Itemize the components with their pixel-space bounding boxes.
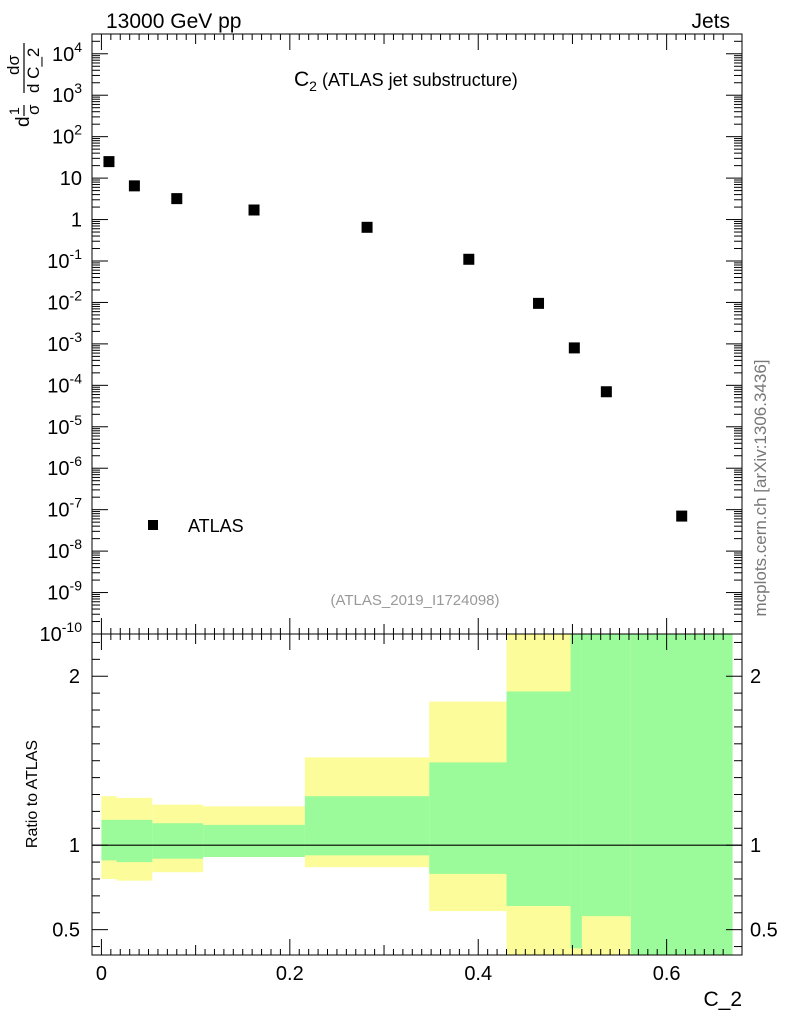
data-point-1 <box>128 180 140 192</box>
plot-title: C2 (ATLAS jet substructure) <box>294 68 518 94</box>
ylabel-sigma-den: σ <box>24 104 43 115</box>
header-right-label: Jets <box>691 10 730 33</box>
main-panel-frame <box>91 33 743 635</box>
inner-band-bin-3 <box>203 824 305 858</box>
ylabel-dsigma: dσ <box>4 55 23 75</box>
data-point-2 <box>171 193 183 205</box>
x-tick-label: 0.6 <box>653 963 681 985</box>
inner-uncertainty-bands <box>101 634 733 955</box>
legend-marker <box>148 520 158 530</box>
legend-label: ATLAS <box>188 516 244 536</box>
ratio-ytick-label-left: 2 <box>69 666 80 688</box>
ratio-y-axis-label: Ratio to ATLAS <box>24 740 41 848</box>
ratio-axis-ticks: 0.5 0.5 1 1 2 2 0 0.2 0.4 0.6 <box>52 34 778 985</box>
inner-band-bin-4 <box>304 796 430 856</box>
title-main: C <box>294 68 309 91</box>
main-ytick-label: 10-10 <box>40 619 83 646</box>
main-ytick-label: 10-3 <box>47 329 82 356</box>
x-tick-label: 0.4 <box>464 963 492 985</box>
ylabel-d-num: d <box>13 116 34 127</box>
inner-band-bin-0 <box>101 819 117 861</box>
title-subscript: 2 <box>309 78 317 94</box>
inner-band-bin-9 <box>630 634 733 955</box>
inner-band-bin-8 <box>581 634 631 917</box>
main-ytick-label: 10 <box>60 168 82 190</box>
main-ytick-label: 1 <box>71 210 82 232</box>
data-point-4 <box>361 221 373 233</box>
inner-band-bin-6 <box>506 691 571 907</box>
ratio-panel: 0.5 0.5 1 1 2 2 0 0.2 0.4 0.6 Ratio to ATLAS C_2 <box>24 34 778 1011</box>
ratio-ytick-label-left: 0.5 <box>52 920 80 942</box>
ylabel-dC2: d C_2 <box>24 48 43 93</box>
data-point-8 <box>600 386 612 398</box>
inner-band-bin-7 <box>570 634 582 949</box>
ratio-ytick-label-left: 1 <box>69 835 80 857</box>
main-panel: 10-10 10-9 10-8 10-7 10-6 10-5 10-4 10-3 10-2 10-… <box>4 33 743 646</box>
ratio-ytick-label-right: 2 <box>750 666 761 688</box>
main-ytick-label: 10-6 <box>47 453 82 480</box>
reference-label: (ATLAS_2019_I1724098) <box>330 592 499 609</box>
data-point-5 <box>463 253 475 265</box>
main-ytick-label: 10-4 <box>47 370 82 397</box>
header-left-label: 13000 GeV pp <box>106 10 241 33</box>
ratio-ytick-label-right: 0.5 <box>750 920 778 942</box>
x-tick-label: 0 <box>96 963 107 985</box>
data-point-6 <box>533 297 545 309</box>
main-ytick-label: 10-9 <box>47 578 82 605</box>
data-point-3 <box>248 204 260 216</box>
legend: ATLAS <box>148 516 244 536</box>
data-points <box>103 156 688 522</box>
ylabel-one: 1 <box>6 107 22 115</box>
data-point-7 <box>568 342 580 354</box>
watermark-label: mcplots.cern.ch [arXiv:1306.3436] <box>751 359 770 616</box>
data-point-0 <box>103 156 115 168</box>
x-tick-label: 0.2 <box>276 963 304 985</box>
main-ytick-label: 10-2 <box>47 287 82 314</box>
x-axis-label: C_2 <box>703 988 742 1011</box>
main-ytick-label: 10-1 <box>47 246 82 273</box>
inner-band-bin-2 <box>152 823 204 859</box>
main-ytick-label: 10-7 <box>47 495 82 522</box>
main-ytick-label: 102 <box>52 122 82 149</box>
ratio-ytick-label-right: 1 <box>750 835 761 857</box>
main-ytick-label: 104 <box>52 39 82 66</box>
main-ytick-label: 10-8 <box>47 536 82 563</box>
main-ytick-label: 103 <box>52 80 82 107</box>
inner-band-bin-1 <box>116 819 153 863</box>
main-y-axis-label: d 1 σ dσ d C_2 <box>4 43 43 127</box>
inner-band-bin-5 <box>429 762 507 874</box>
title-rest: (ATLAS jet substructure) <box>322 70 518 90</box>
main-ytick-label: 10-5 <box>47 412 82 439</box>
data-point-9 <box>676 510 688 522</box>
main-axis-ticks: 10-10 10-9 10-8 10-7 10-6 10-5 10-4 10-3 10-2 10-… <box>40 33 742 646</box>
